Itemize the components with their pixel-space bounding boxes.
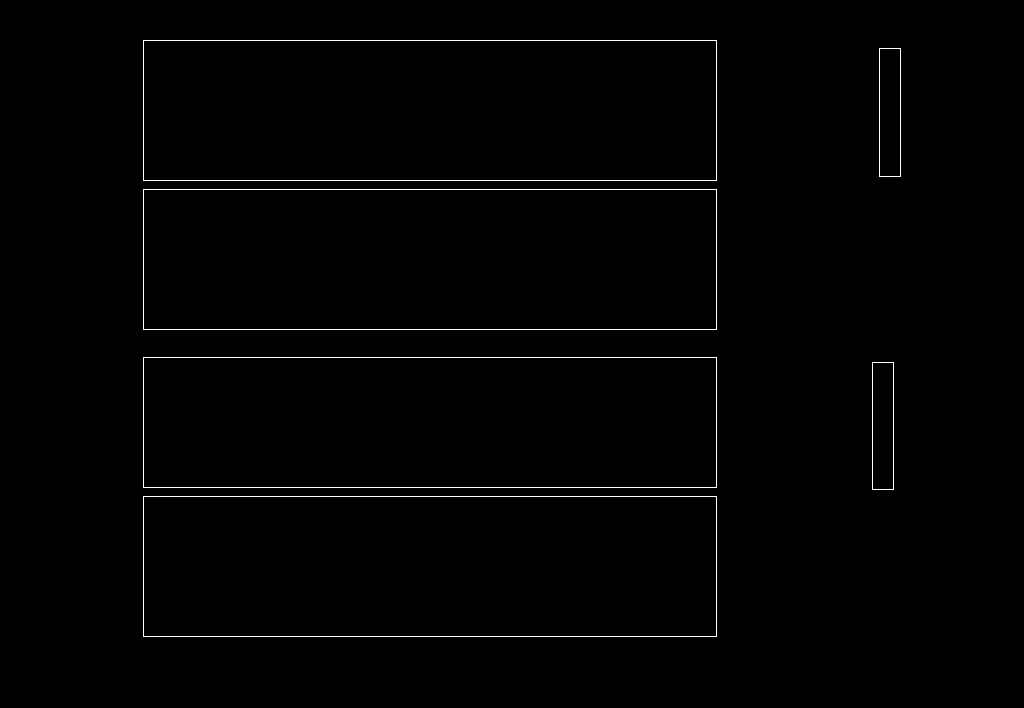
- def-colorbar-frame: [872, 362, 894, 490]
- panel4-frame: [143, 496, 717, 637]
- altitude-sza-canvas: [143, 496, 717, 637]
- ei-colorbar-gradient: [879, 48, 901, 177]
- ei-colorbar-frame: [879, 48, 901, 177]
- panel3-frame: [143, 357, 717, 488]
- ima-spectrogram-canvas: [143, 357, 717, 488]
- panel1-frame: [143, 40, 717, 181]
- els-spectrogram-canvas: [143, 40, 717, 181]
- def-colorbar-gradient: [872, 362, 894, 490]
- panel2-frame: [143, 189, 717, 330]
- intensity-bfield-canvas: [143, 189, 717, 330]
